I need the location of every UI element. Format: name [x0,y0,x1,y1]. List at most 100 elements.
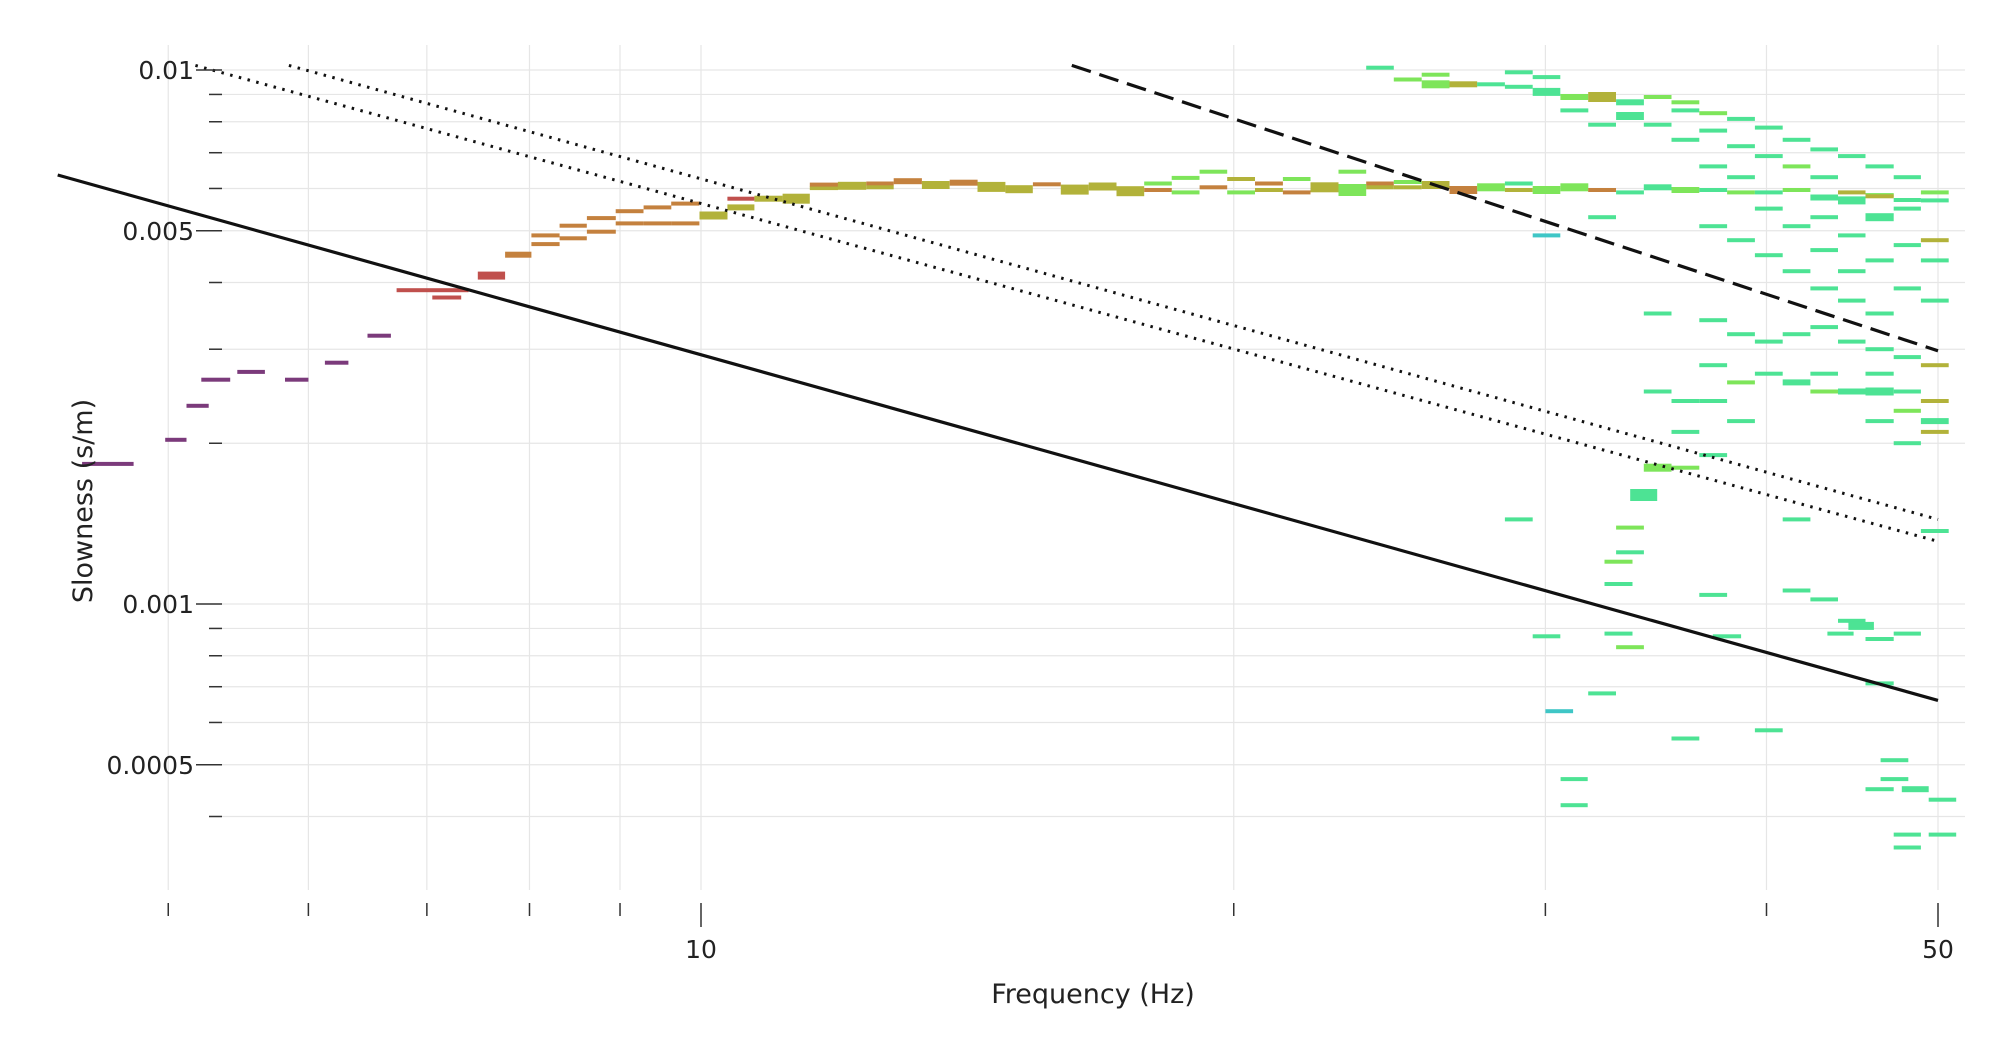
heatmap-cell [1893,631,1921,636]
heatmap-cell [1727,419,1755,424]
heatmap-cell [1421,72,1450,77]
heatmap-cell [1393,77,1422,82]
heatmap-cell [1838,339,1866,344]
heatmap-cell [1838,269,1866,274]
heatmap-cell [1920,363,1949,368]
heatmap-cell [1255,188,1283,192]
heatmap-cell [1616,190,1644,195]
heatmap-cell [559,223,587,228]
heatmap-cell [1366,185,1394,190]
heatmap-cell [1754,206,1783,211]
heatmap-cell [1227,190,1255,195]
heatmap-cell [1699,318,1728,323]
heatmap-cell [727,196,755,201]
heatmap-cell [165,437,187,442]
heatmap-cell [1171,175,1200,180]
heatmap-cell [1754,190,1783,195]
heatmap-cell [1643,95,1672,99]
heatmap-cell [1782,137,1811,142]
heatmap-cell [1449,186,1478,194]
heatmap-cell [1810,215,1838,220]
heatmap-cell [727,204,755,211]
heatmap-cell [1338,169,1367,174]
heatmap-cell [1643,311,1672,316]
heatmap-cell [1144,188,1172,192]
heatmap-cell [921,181,950,189]
heatmap-cell [1727,175,1755,180]
heatmap-cell [837,181,867,190]
heatmap-cell [1560,183,1589,192]
y-axis: 0.01 0.005 0.001 0.0005 [107,56,222,818]
heatmap-cell [1754,371,1783,376]
heatmap-cell [1920,298,1949,303]
heatmap-cell [1699,399,1728,403]
heatmap-cell [1588,92,1616,102]
heatmap-cell [1754,154,1783,159]
heatmap-cell [699,211,728,220]
heatmap-cell [1928,797,1957,802]
heatmap-cell [586,216,616,221]
y-tick-label: 0.005 [122,217,194,246]
heatmap-cell [1810,286,1838,291]
heatmap-cell [186,403,209,408]
heatmap-cell [1366,65,1394,70]
heatmap-cell [1699,111,1728,116]
heatmap-cell [1504,84,1533,89]
heatmap-cell [1671,736,1700,741]
heatmap-cell [1782,517,1811,522]
heatmap-cell [1727,144,1755,149]
heatmap-cell [1671,465,1700,470]
heatmap-cell [1810,371,1838,376]
heatmap-cell [1366,181,1394,186]
heatmap-cell [1712,634,1742,639]
heatmap-cell [977,181,1006,192]
heatmap-cell [1782,588,1811,593]
heatmap-cell [1893,832,1921,837]
heatmap-cell [1920,190,1949,195]
heatmap-cell [1810,248,1838,253]
heatmap-cell [1588,215,1616,220]
heatmap-cell [1727,380,1755,385]
heatmap-cell [201,377,231,382]
dotted-curve [288,63,1939,521]
heatmap-cell [1920,238,1949,243]
heatmap-cell [1920,258,1949,263]
heatmap-cell [949,179,978,186]
heatmap-cell [1880,777,1909,782]
x-tick-label: 10 [685,935,717,964]
heatmap-cell [1865,213,1894,222]
heatmap-cell [1782,379,1811,386]
heatmap-cell [1616,645,1644,650]
heatmap-cell [1144,181,1172,186]
heatmap-cell [1604,631,1633,636]
heatmap-cell [1810,597,1838,602]
reference-curves [57,63,1939,702]
x-tick-label: 50 [1922,935,1954,964]
heatmap-cell [432,295,462,300]
heatmap-cell [1754,125,1783,130]
heatmap-cell [1560,777,1588,782]
heatmap-cell [1865,371,1894,376]
heatmap-cell [1920,399,1949,403]
heatmap-cell [505,251,532,258]
heatmap-cell [1782,332,1811,337]
heatmap-cell [1782,164,1811,169]
heatmap-cell [1671,108,1700,113]
heatmap-cell [1727,190,1755,195]
heatmap-cell [1643,463,1672,472]
heatmap-cell [643,221,672,226]
y-tick-label: 0.001 [122,590,194,619]
heatmap-cell [1838,298,1866,303]
y-axis-title: Slowness (s/m) [68,399,99,603]
heatmap-cell [586,229,616,234]
heatmap-cell [866,181,894,186]
heatmap-cell [1727,332,1755,337]
heatmap-cell [1810,325,1838,330]
heatmap-cell [1920,529,1949,533]
heatmap-cell [1865,637,1894,641]
heatmap-cell [1227,177,1255,181]
heatmap-cell [1782,188,1811,192]
heatmap-cell [367,333,391,338]
heatmap-cell [1699,128,1728,133]
